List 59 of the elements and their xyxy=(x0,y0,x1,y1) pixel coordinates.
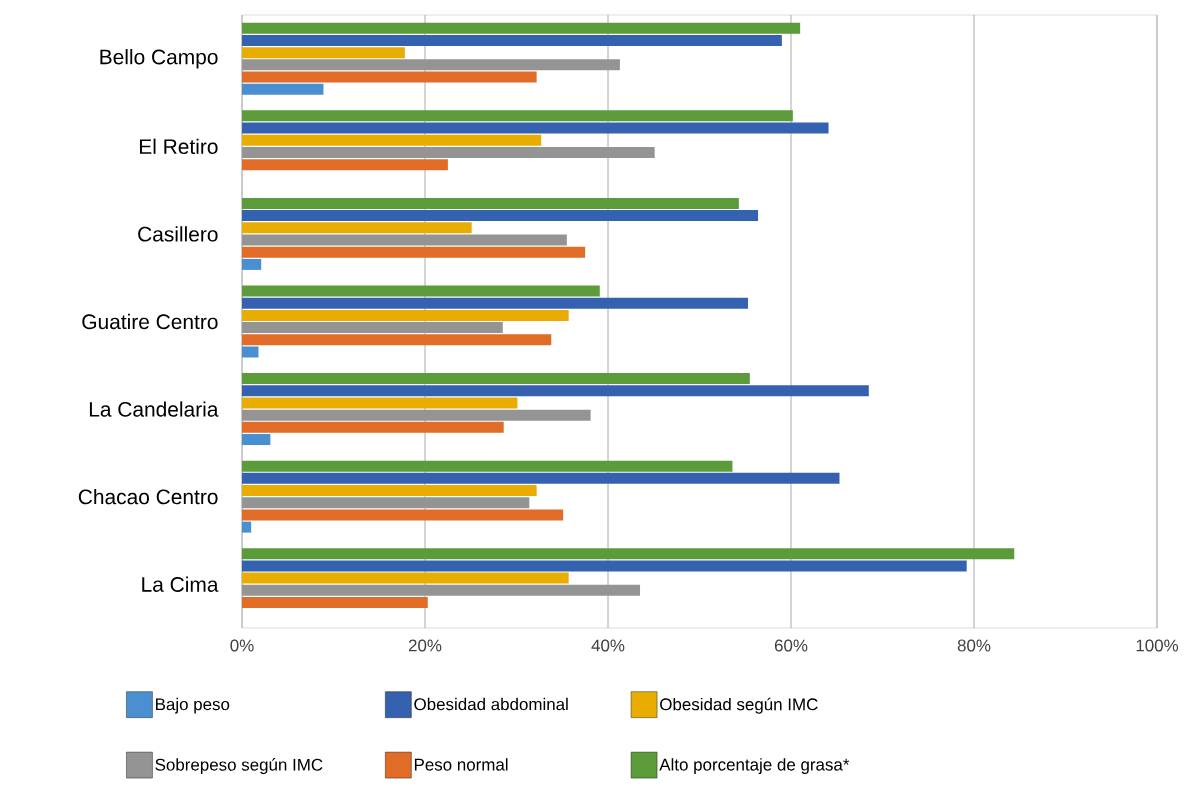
x-tick-label: 100% xyxy=(1136,639,1179,652)
bar xyxy=(242,597,428,608)
bar xyxy=(242,572,569,584)
bar xyxy=(242,59,620,71)
bar xyxy=(242,134,542,146)
y-tick-label: Bello Campo xyxy=(100,49,218,69)
bar xyxy=(242,83,324,95)
bar xyxy=(242,71,537,83)
bar xyxy=(242,197,739,209)
bar xyxy=(242,122,829,134)
y-tick-label: La Cima xyxy=(142,576,219,592)
x-tick-label: 80% xyxy=(957,639,991,652)
bar xyxy=(242,309,569,321)
bar xyxy=(242,47,405,59)
bar xyxy=(242,472,840,484)
bar xyxy=(242,373,750,385)
y-tick-label: La Candelaria xyxy=(89,401,219,417)
bar xyxy=(242,409,591,421)
bar xyxy=(242,548,1015,560)
bar xyxy=(242,222,472,234)
bar xyxy=(242,584,641,596)
bar xyxy=(242,385,869,397)
legend-label: Alto porcentaje de grasa* xyxy=(659,758,850,774)
y-tick-label: Chacao Centro xyxy=(78,488,218,505)
y-tick-label: Casillero xyxy=(138,226,218,242)
bar xyxy=(242,22,801,34)
x-tick-label: 60% xyxy=(774,639,808,652)
bar xyxy=(242,159,448,171)
bar xyxy=(242,285,600,297)
bar xyxy=(242,110,793,122)
y-tick-label: Guatire Centro xyxy=(82,313,218,330)
x-tick-label: 20% xyxy=(408,639,442,652)
bar xyxy=(242,297,749,309)
legend-label: Bajo peso xyxy=(156,697,230,714)
bar xyxy=(242,397,518,409)
x-tick-label: 40% xyxy=(591,639,625,652)
bar xyxy=(242,234,567,246)
legend-label: Obesidad abdominal xyxy=(414,697,568,711)
bar xyxy=(242,246,586,258)
bar xyxy=(242,34,782,46)
legend-label: Obesidad según IMC xyxy=(660,697,818,714)
bar xyxy=(242,485,537,497)
bar xyxy=(242,210,759,222)
bar xyxy=(242,322,503,334)
bar xyxy=(242,421,504,433)
x-tick-label: 0% xyxy=(230,639,254,652)
bar xyxy=(242,497,530,509)
y-tick-label: El Retiro xyxy=(139,138,218,155)
bar xyxy=(242,146,655,158)
bar xyxy=(242,509,564,521)
bar xyxy=(242,434,271,446)
bar xyxy=(242,258,262,270)
bar xyxy=(242,521,252,533)
bar xyxy=(242,346,259,358)
bar xyxy=(242,334,552,346)
legend-label: Sobrepeso según IMC xyxy=(155,758,323,775)
bar xyxy=(242,460,733,472)
legend-label: Peso normal xyxy=(414,758,508,771)
bar xyxy=(242,560,967,572)
